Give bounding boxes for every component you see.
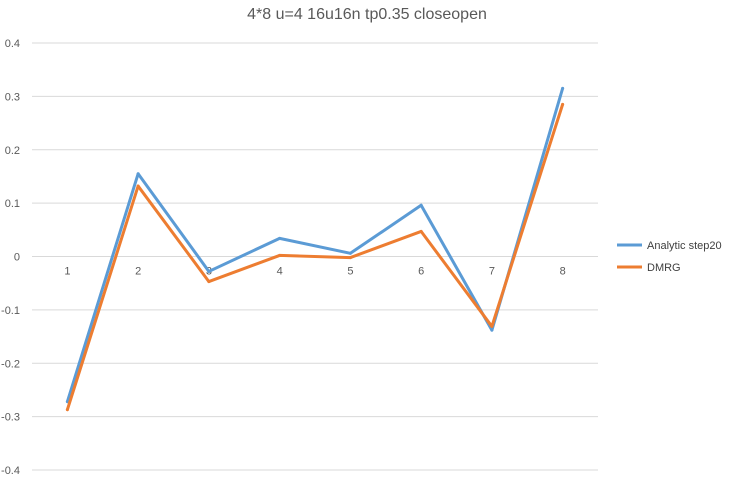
x-tick-label: 8 (560, 266, 566, 278)
data-point (136, 172, 140, 176)
data-point (207, 269, 211, 273)
series-line-dmrg (65, 102, 565, 412)
data-point (136, 184, 140, 188)
data-point (348, 256, 352, 260)
y-tick-label: 0.1 (5, 198, 20, 210)
chart-title: 4*8 u=4 16u16n tp0.35 closeopen (247, 6, 487, 23)
data-point (65, 408, 69, 412)
data-point (490, 328, 494, 332)
y-tick-label: -0.3 (1, 412, 20, 424)
x-tick-label: 6 (418, 266, 424, 278)
x-tick-label: 2 (135, 266, 141, 278)
x-tick-label: 1 (64, 266, 70, 278)
data-point (278, 253, 282, 257)
y-tick-label: 0.3 (5, 91, 20, 103)
data-point (419, 229, 423, 233)
data-point (561, 102, 565, 106)
data-point (207, 280, 211, 284)
data-point (561, 86, 565, 90)
data-point (278, 236, 282, 240)
data-point (348, 251, 352, 255)
legend-label: Analytic step20 (647, 240, 722, 252)
series-line-analytic-step20 (65, 86, 565, 404)
y-tick-label: -0.2 (1, 358, 20, 370)
x-tick-label: 7 (489, 266, 495, 278)
y-tick-label: 0 (14, 252, 20, 264)
x-tick-label: 4 (277, 266, 283, 278)
y-tick-label: -0.1 (1, 305, 20, 317)
y-tick-label: -0.4 (1, 465, 20, 477)
legend-label: DMRG (647, 262, 681, 274)
y-tick-label: 0.4 (5, 38, 20, 50)
x-tick-label: 5 (347, 266, 353, 278)
data-point (419, 203, 423, 207)
data-point (490, 324, 494, 328)
y-tick-label: 0.2 (5, 145, 20, 157)
